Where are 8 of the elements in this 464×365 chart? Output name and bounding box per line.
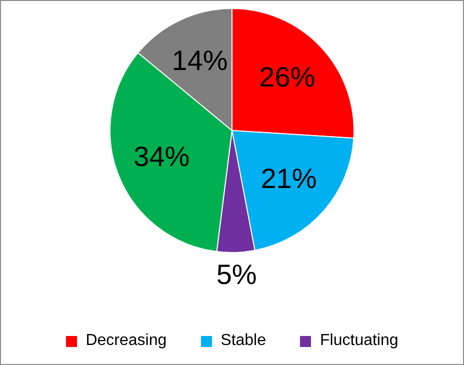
legend-label: Fluctuating — [320, 332, 398, 350]
data-label: 34% — [134, 141, 190, 172]
legend-label: Decreasing — [86, 332, 167, 350]
data-label: 5% — [216, 259, 257, 290]
legend-label: Stable — [220, 332, 266, 350]
data-label: 14% — [172, 44, 228, 76]
data-label: 26% — [259, 61, 316, 92]
data-label: 21% — [260, 163, 317, 194]
